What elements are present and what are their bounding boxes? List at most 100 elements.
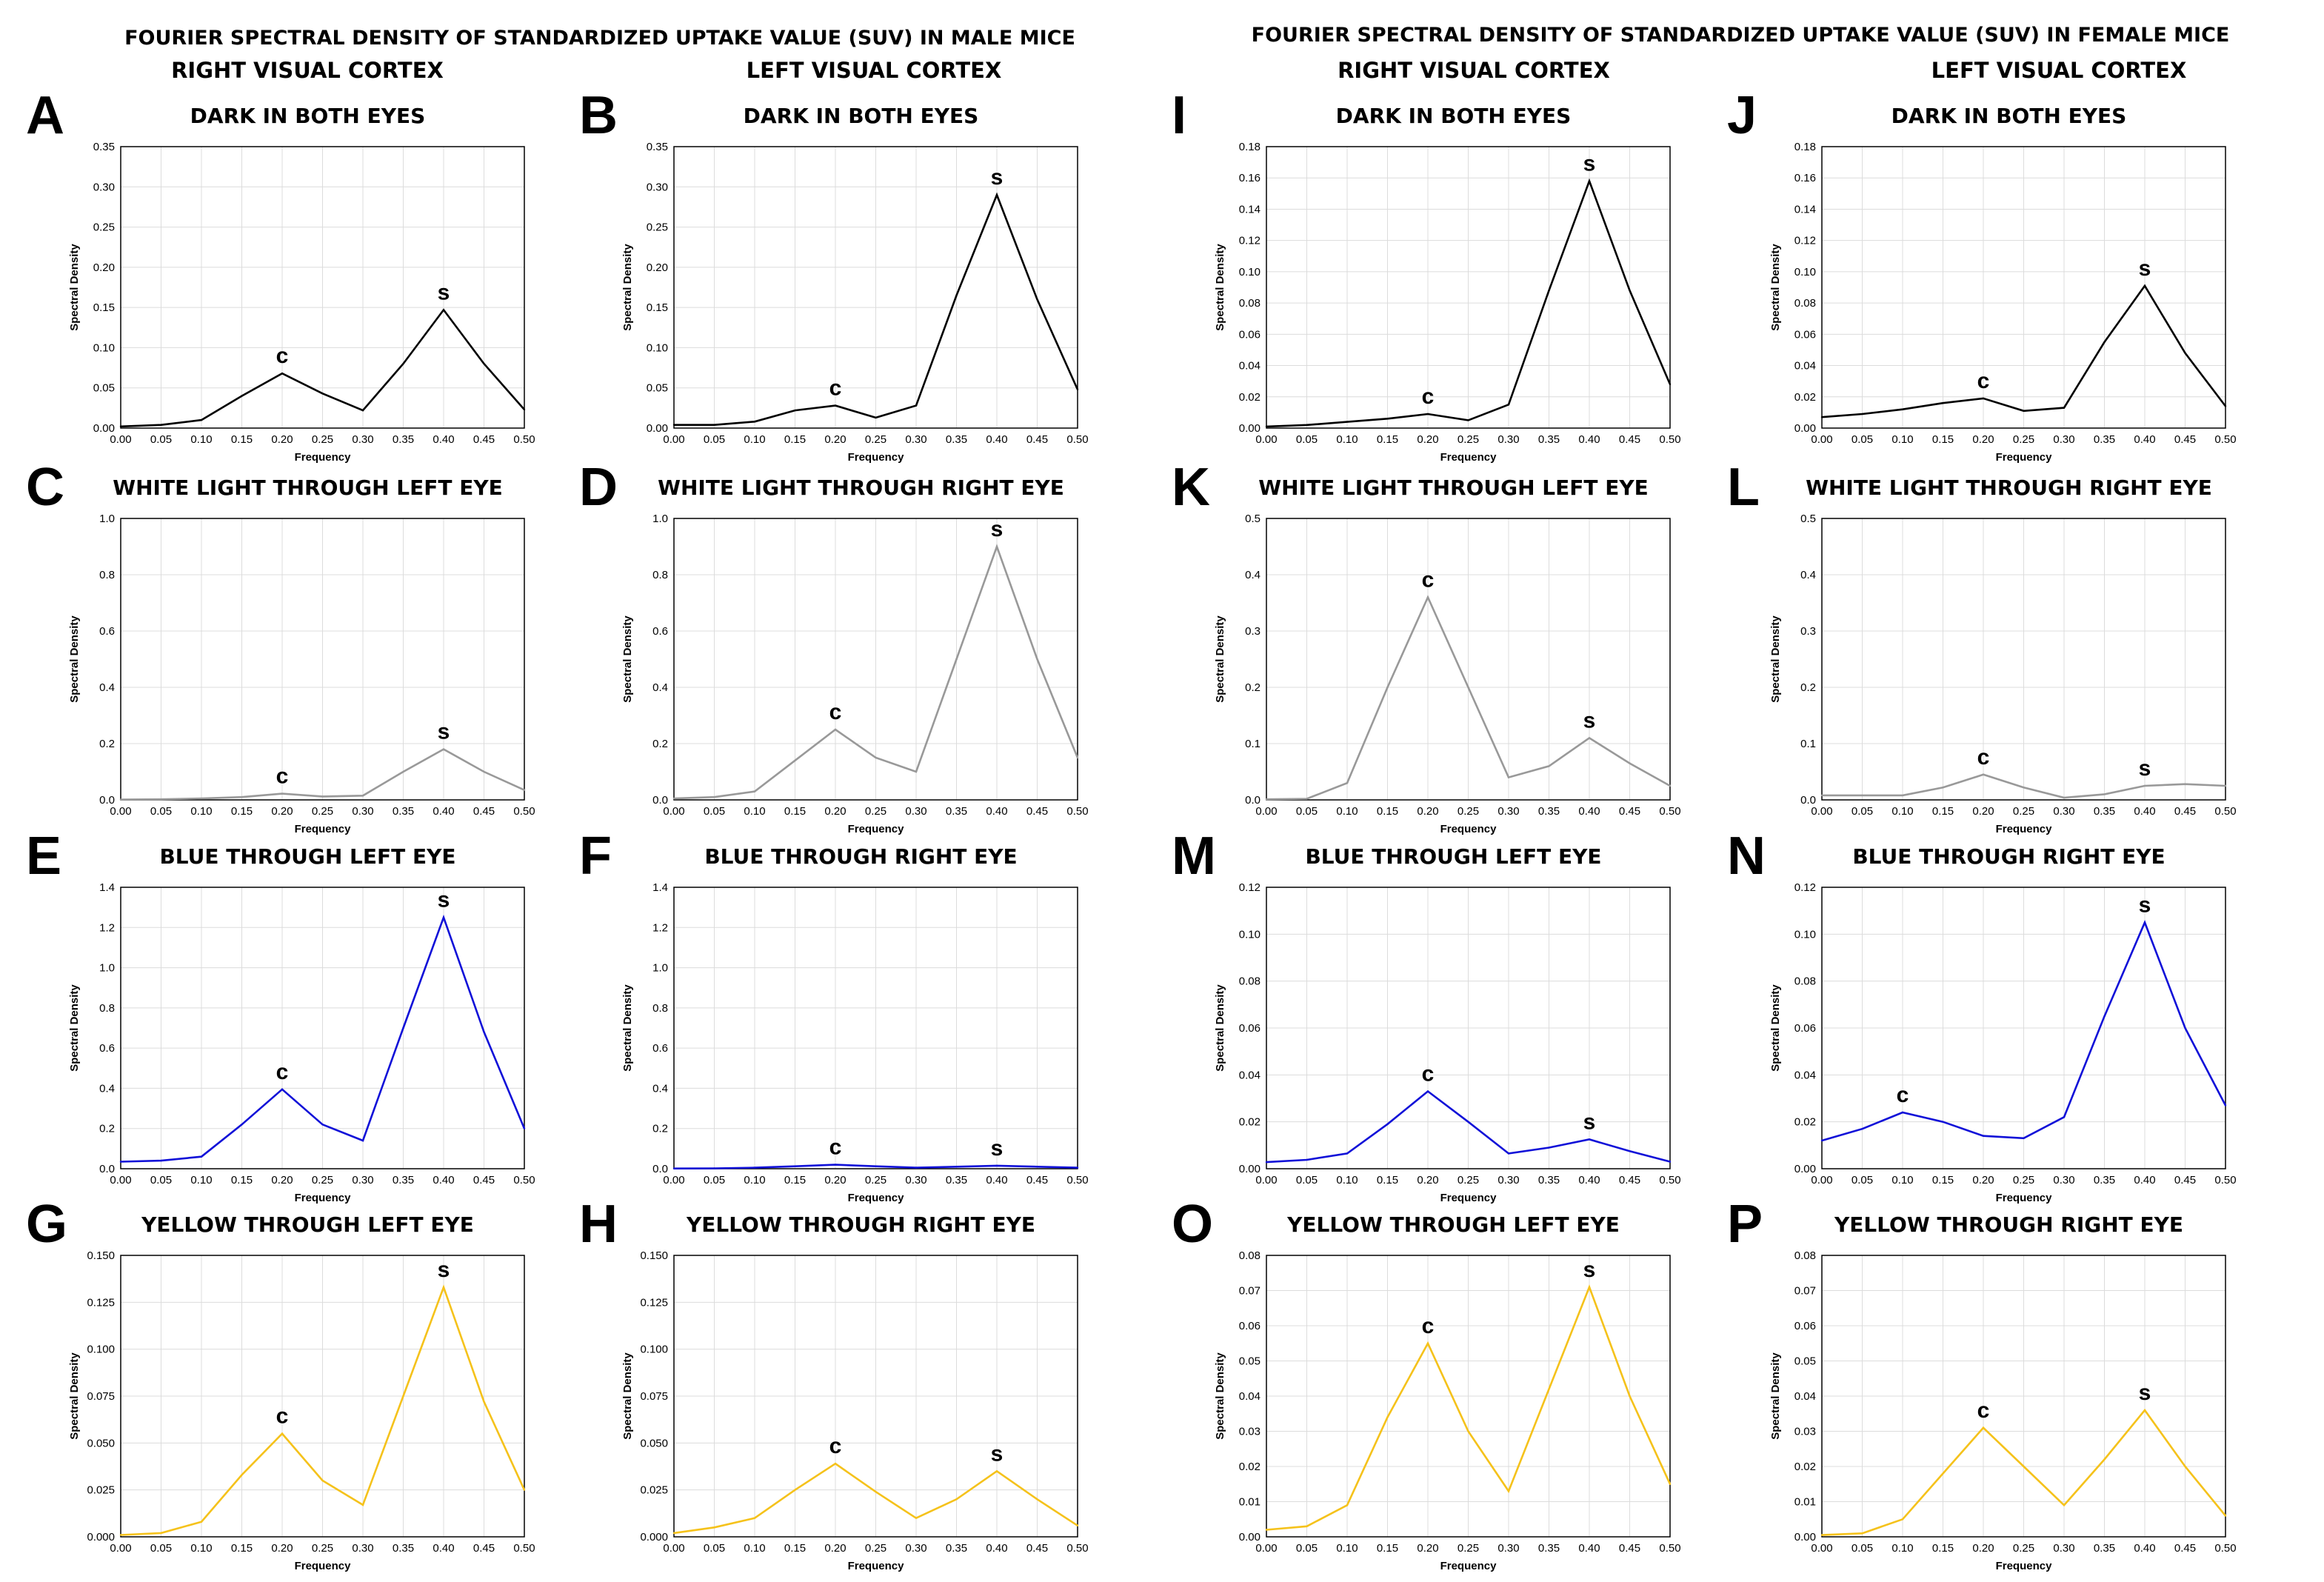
y-tick-label: 0.04 [1239, 360, 1260, 373]
x-tick-label: 0.10 [190, 1542, 212, 1555]
peak-label-s: s [2139, 1381, 2151, 1405]
x-tick-label: 0.25 [865, 1542, 886, 1555]
x-tick-label: 0.30 [1497, 805, 1519, 818]
peak-label-c: c [1422, 1062, 1435, 1087]
x-tick-label: 0.50 [1659, 1174, 1680, 1186]
data-point [713, 424, 715, 426]
x-tick-label: 0.45 [1619, 1542, 1640, 1555]
x-tick-label: 0.40 [433, 1542, 454, 1555]
data-point [1306, 1525, 1308, 1527]
x-tick-label: 0.15 [231, 433, 253, 446]
x-tick-label: 0.10 [1336, 805, 1358, 818]
y-axis-label-g: Spectral Density [68, 1352, 81, 1440]
x-tick-label: 0.50 [2214, 433, 2236, 446]
data-point [2103, 793, 2106, 795]
data-point [955, 1498, 958, 1501]
data-point [1942, 787, 1944, 789]
plot-frame-f [673, 887, 1078, 1169]
data-point [160, 424, 162, 426]
x-tick-label: 0.50 [1659, 1542, 1680, 1555]
data-point [1820, 416, 1823, 418]
y-tick-label: 0.8 [652, 1002, 668, 1015]
y-tick-label: 0.35 [93, 141, 115, 153]
plot-frame-d [673, 518, 1078, 801]
data-point [1426, 596, 1429, 598]
panel-title-j: DARK IN BOTH EYES [1891, 104, 2127, 128]
plot-frame-b [673, 146, 1078, 429]
x-tick-label: 0.40 [986, 1542, 1007, 1555]
data-point [2224, 1104, 2227, 1107]
y-tick-label: 0.3 [1800, 625, 1816, 638]
peak-label-c: c [1422, 567, 1435, 592]
data-point [1669, 383, 1672, 386]
x-tick-label: 0.35 [946, 1174, 967, 1186]
x-tick-label: 0.10 [744, 1542, 765, 1555]
data-point [1942, 1472, 1944, 1475]
peak-label-c: c [829, 1434, 842, 1458]
x-tick-label: 0.25 [1457, 1174, 1479, 1186]
x-tick-label: 0.25 [1457, 1542, 1479, 1555]
data-point [834, 1463, 837, 1465]
plot-frame-n [1821, 887, 2226, 1169]
y-tick-label: 1.4 [652, 881, 668, 894]
data-point [1669, 784, 1672, 787]
y-tick-label: 0.30 [647, 181, 668, 193]
y-tick-label: 0.20 [93, 261, 115, 274]
y-tick-label: 0.025 [640, 1484, 668, 1497]
data-point [523, 1489, 526, 1491]
x-tick-label: 0.15 [1377, 805, 1398, 818]
data-point [523, 789, 526, 791]
y-tick-label: 0.4 [652, 681, 668, 694]
y-tick-label: 0.06 [1794, 328, 1816, 341]
data-point [361, 795, 364, 797]
x-tick-label: 0.10 [744, 1174, 765, 1186]
y-tick-label: 0.08 [1794, 297, 1816, 310]
data-point [1982, 1135, 1985, 1137]
y-axis-label-e: Spectral Density [68, 984, 81, 1072]
peak-label-s: s [991, 1441, 1004, 1466]
peak-label-s: s [991, 1136, 1004, 1161]
data-point [1467, 419, 1469, 421]
x-tick-label: 0.05 [1296, 1542, 1318, 1555]
x-tick-label: 0.35 [946, 805, 967, 818]
plot-frame-h [673, 1255, 1078, 1538]
y-tick-label: 0.025 [87, 1484, 115, 1497]
y-tick-label: 0.06 [1239, 1022, 1260, 1035]
x-tick-label: 0.40 [986, 433, 1007, 446]
y-tick-label: 0.16 [1794, 172, 1816, 184]
x-tick-label: 0.40 [433, 1174, 454, 1186]
plot-frame-a [120, 146, 525, 429]
x-tick-label: 0.20 [824, 1174, 846, 1186]
panel-label-m: M [1172, 827, 1216, 886]
y-tick-label: 0.6 [99, 625, 115, 638]
plot-frame-l [1821, 518, 2226, 801]
x-tick-label: 0.10 [190, 433, 212, 446]
x-tick-label: 0.00 [110, 433, 131, 446]
panel-i: I DARK IN BOTH EYES 0.00 0.05 0.10 0.15 0.20 0.… [1172, 86, 1681, 464]
data-point [1036, 298, 1038, 301]
data-point [713, 1167, 715, 1169]
x-tick-label: 0.30 [352, 1542, 373, 1555]
x-tick-label: 0.50 [2214, 1174, 2236, 1186]
peak-label-s: s [2139, 756, 2151, 781]
data-point [672, 797, 675, 800]
x-tick-label: 0.35 [1538, 433, 1560, 446]
y-tick-label: 0.5 [1245, 513, 1260, 525]
y-tick-label: 0.04 [1794, 1069, 1816, 1081]
x-tick-label: 0.05 [704, 1542, 725, 1555]
y-tick-label: 0.100 [640, 1344, 668, 1356]
y-tick-label: 0.08 [1239, 297, 1260, 310]
y-tick-label: 0.0 [652, 1163, 668, 1175]
y-tick-label: 0.12 [1794, 235, 1816, 247]
data-point [200, 1155, 203, 1158]
panel-label-c: C [26, 458, 64, 517]
y-tick-label: 0.00 [1794, 422, 1816, 435]
plot-frame-g [120, 1255, 525, 1538]
data-point [1467, 1121, 1469, 1123]
data-point [2063, 407, 2066, 409]
x-tick-label: 0.35 [946, 433, 967, 446]
data-point [523, 408, 526, 411]
y-tick-label: 0.14 [1794, 203, 1816, 216]
data-point [160, 1532, 162, 1535]
